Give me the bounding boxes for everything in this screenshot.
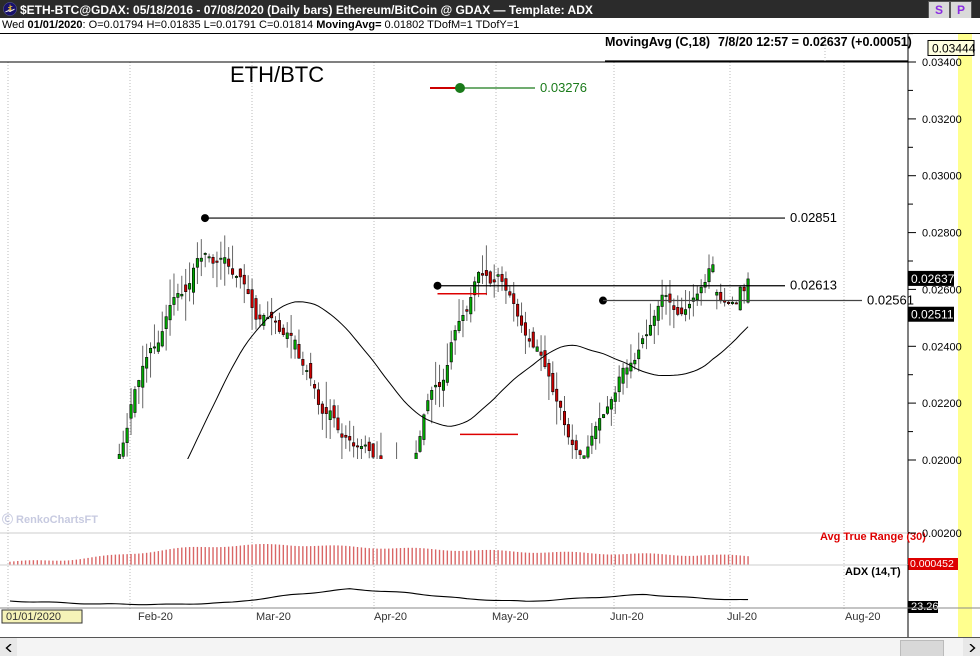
- svg-text:0.02600: 0.02600: [922, 284, 962, 296]
- svg-text:0.03444: 0.03444: [932, 41, 976, 55]
- svg-text:0.02400: 0.02400: [922, 341, 962, 353]
- svg-text:7/8/20 12:57 = 0.02637: 7/8/20 12:57 = 0.02637: [718, 35, 848, 49]
- svg-text:(+0.00051): (+0.00051): [851, 35, 912, 49]
- svg-text:Feb-20: Feb-20: [138, 611, 173, 623]
- svg-text:0.02851: 0.02851: [790, 210, 837, 225]
- svg-text:0.000452: 0.000452: [910, 558, 954, 570]
- svg-text:0.02613: 0.02613: [790, 278, 837, 293]
- svg-text:0.02561: 0.02561: [867, 293, 914, 308]
- svg-text:0.00200: 0.00200: [922, 528, 962, 540]
- svg-text:0.02200: 0.02200: [922, 398, 962, 410]
- svg-text:ETH/BTC: ETH/BTC: [230, 62, 324, 87]
- svg-text:MovingAvg (C,18): MovingAvg (C,18): [605, 35, 710, 49]
- svg-text:0.02000: 0.02000: [922, 455, 962, 467]
- svg-text:01/01/2020: 01/01/2020: [6, 611, 61, 623]
- svg-text:ADX (14,T): ADX (14,T): [845, 566, 901, 578]
- svg-text:0.02637: 0.02637: [911, 272, 955, 286]
- svg-text:0.03276: 0.03276: [540, 80, 587, 95]
- svg-text:Mar-20: Mar-20: [256, 611, 291, 623]
- svg-text:23.26: 23.26: [911, 601, 939, 613]
- svg-text:0.03400: 0.03400: [922, 57, 962, 69]
- svg-text:Jun-20: Jun-20: [610, 611, 644, 623]
- svg-text:May-20: May-20: [492, 611, 529, 623]
- svg-text:0.02800: 0.02800: [922, 228, 962, 240]
- svg-text:0.02511: 0.02511: [911, 308, 954, 322]
- svg-text:Apr-20: Apr-20: [374, 611, 407, 623]
- svg-text:Jul-20: Jul-20: [727, 611, 757, 623]
- svg-text:0.03000: 0.03000: [922, 171, 962, 183]
- svg-text:Aug-20: Aug-20: [845, 611, 880, 623]
- svg-text:Ⓒ RenkoChartsFT: Ⓒ RenkoChartsFT: [2, 512, 98, 526]
- svg-text:0.03200: 0.03200: [922, 114, 962, 126]
